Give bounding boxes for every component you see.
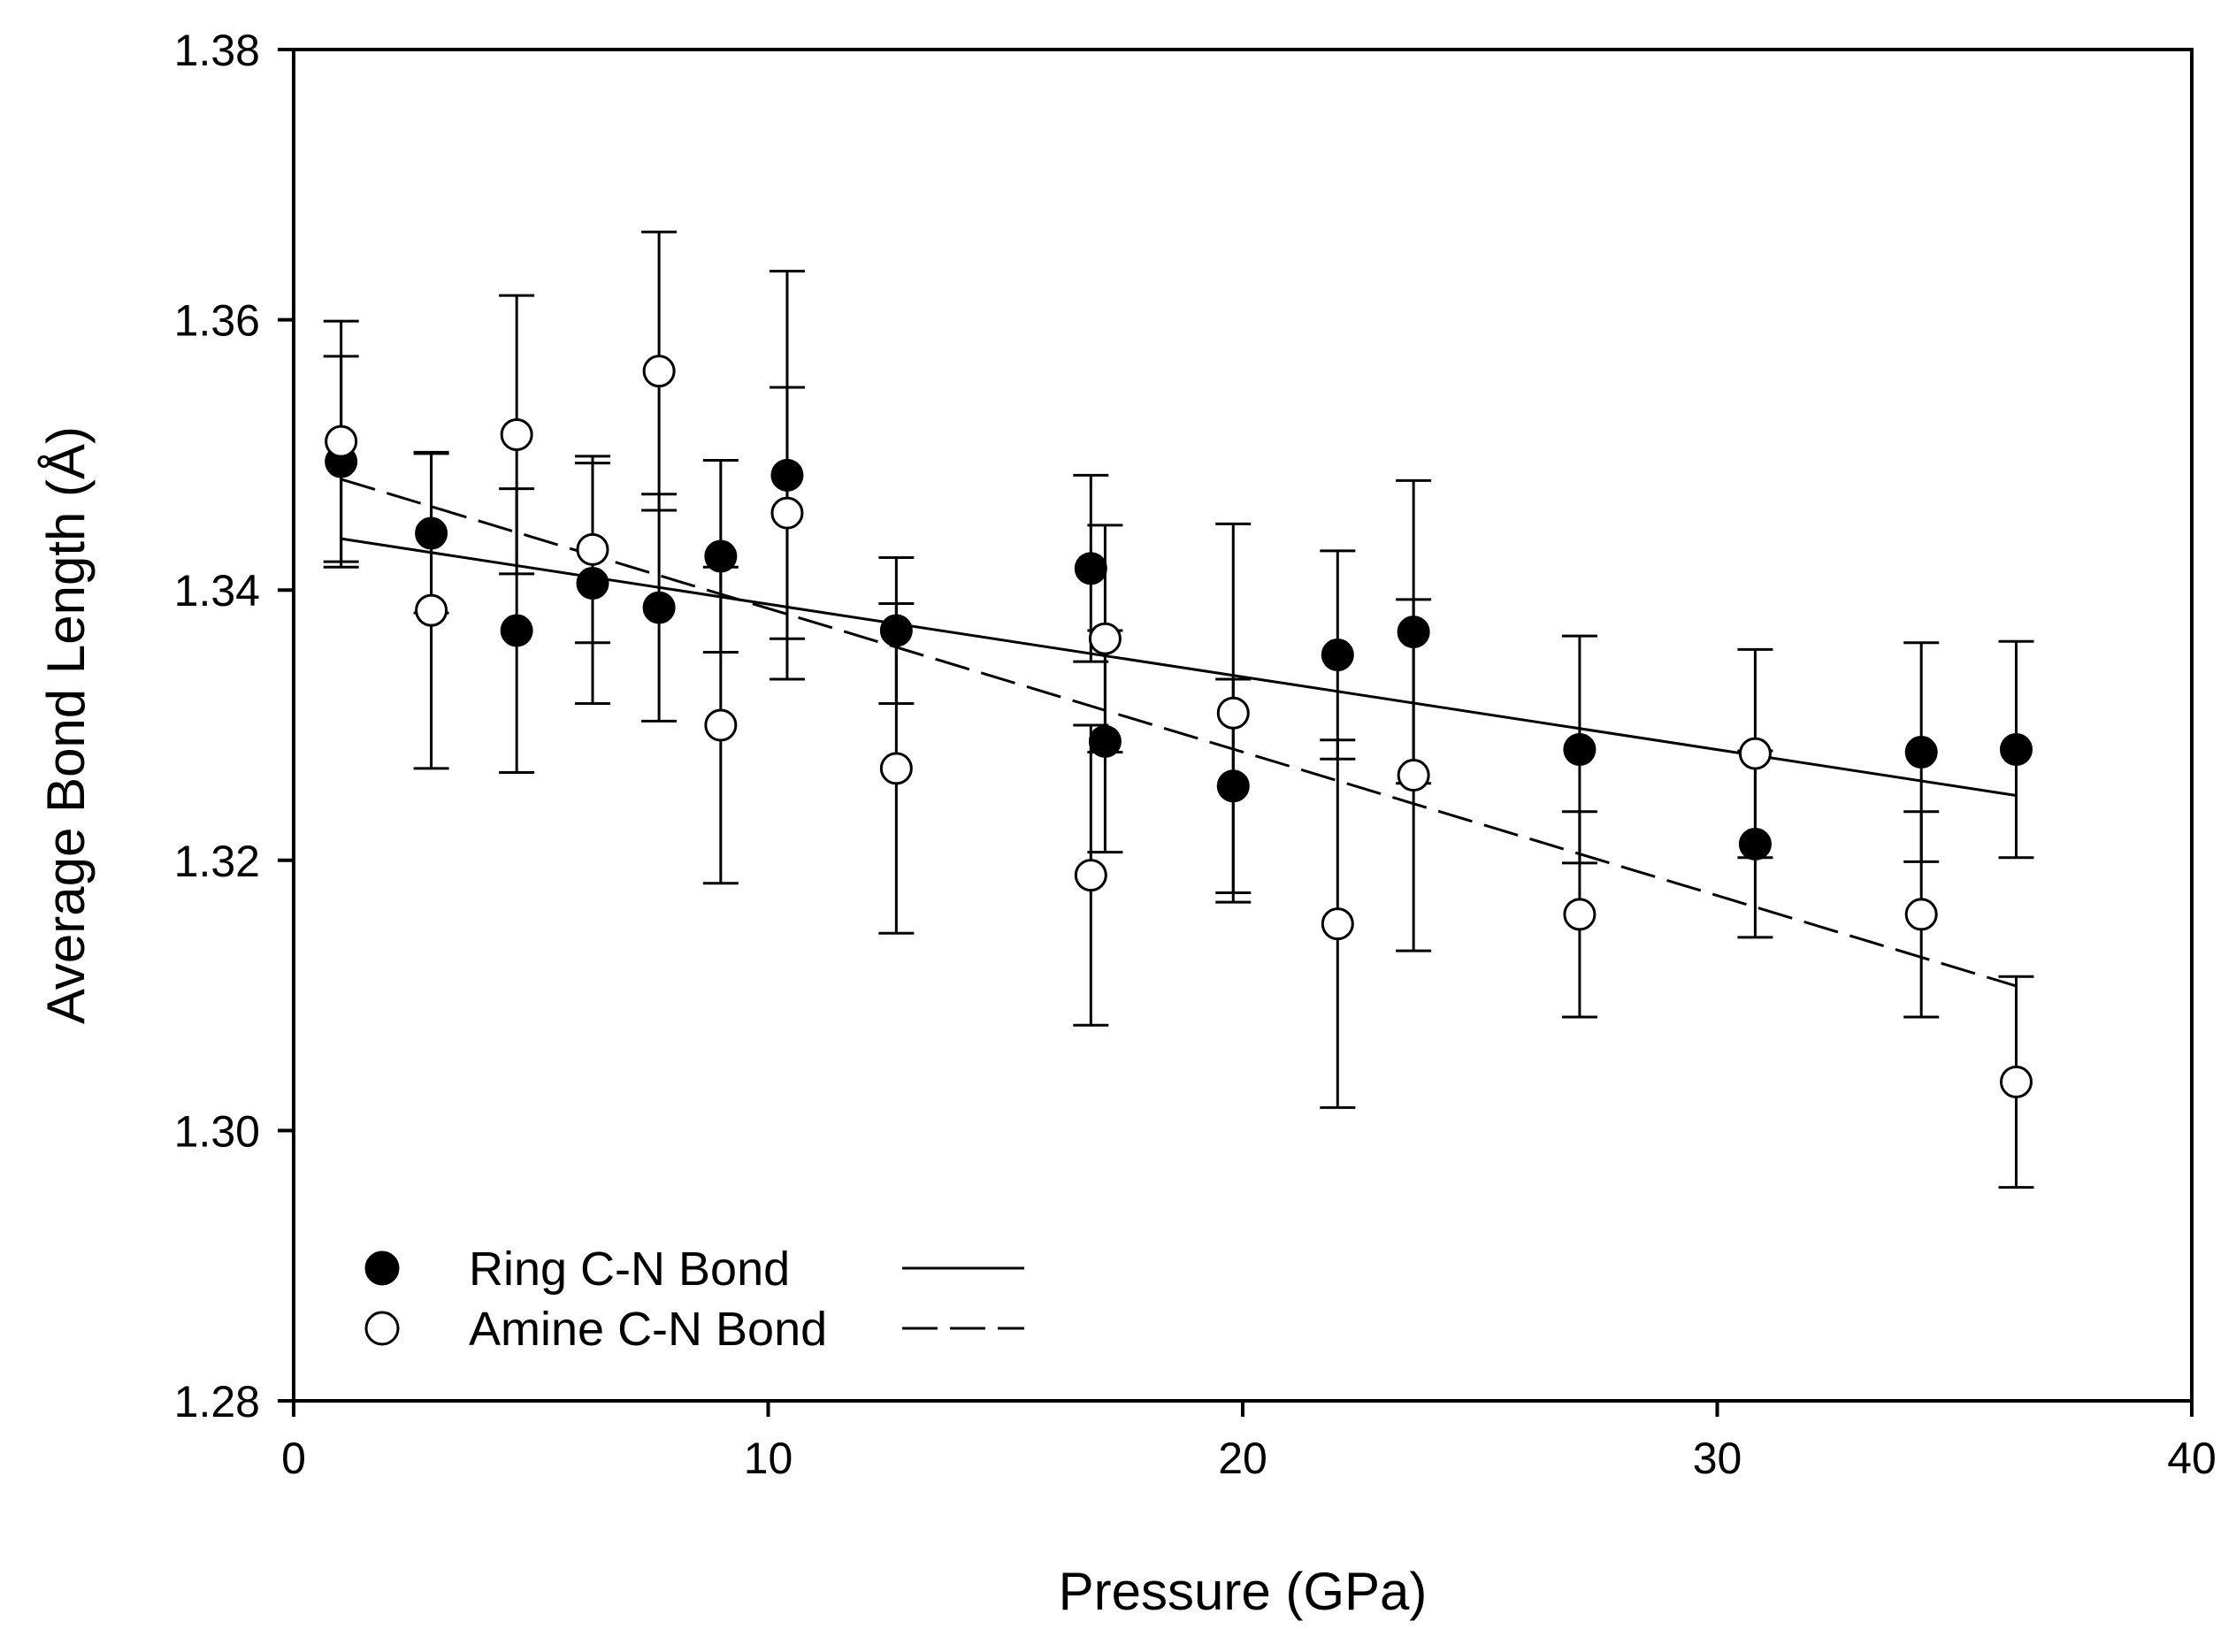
amine-point	[1563, 898, 1597, 931]
ring-point	[1999, 733, 2033, 767]
error-bars	[323, 230, 2034, 1189]
legend-label-ring: Ring C-N Bond	[469, 1243, 790, 1296]
amine-point	[879, 752, 913, 785]
amine-point	[1999, 1065, 2033, 1098]
amine-point	[325, 424, 358, 458]
ring-point	[576, 567, 609, 600]
amine-point	[576, 532, 609, 566]
y-tick-label: 1.30	[174, 1106, 260, 1156]
y-axis-title: Average Bond Length (Å)	[36, 426, 96, 1024]
amine-point	[1904, 898, 1938, 931]
fit-line-ring	[341, 537, 2017, 797]
amine-point	[1088, 622, 1122, 655]
x-tick-label: 30	[1693, 1434, 1742, 1483]
legend-marker-amine	[364, 1311, 400, 1346]
fit-line-amine	[341, 478, 2017, 988]
legend: Ring C-N Bond Amine C-N Bond	[364, 1243, 1024, 1356]
x-tick-label: 10	[744, 1434, 793, 1483]
y-tick-label: 1.32	[174, 837, 260, 886]
amine-point	[415, 593, 448, 627]
ring-point	[770, 458, 804, 492]
legend-marker-ring	[364, 1250, 400, 1286]
x-tick-label: 0	[281, 1434, 306, 1483]
ring-point	[1563, 733, 1597, 767]
fit-lines	[341, 478, 2017, 988]
y-tick-label: 1.38	[174, 26, 260, 75]
ring-point	[1321, 639, 1354, 672]
ring-point	[500, 614, 533, 647]
ring-point	[1738, 827, 1772, 860]
amine-point	[704, 708, 738, 742]
ring-point	[704, 539, 738, 573]
amine-point	[1738, 737, 1772, 770]
y-axis: 1.28 1.30 1.32 1.34 1.36 1.38	[174, 26, 294, 1426]
ring-point	[642, 591, 676, 624]
y-tick-label: 1.28	[174, 1377, 260, 1426]
ring-point	[1397, 616, 1430, 649]
ring-point	[1088, 724, 1122, 758]
legend-label-amine: Amine C-N Bond	[469, 1303, 827, 1356]
y-tick-label: 1.34	[174, 566, 260, 616]
amine-point	[500, 417, 533, 451]
y-tick-label: 1.36	[174, 296, 260, 346]
amine-point	[1321, 907, 1354, 941]
legend-item-amine: Amine C-N Bond	[364, 1303, 1024, 1356]
ring-point	[415, 516, 448, 550]
x-tick-label: 20	[1218, 1434, 1267, 1483]
x-axis-title: Pressure (GPa)	[1059, 1562, 1428, 1621]
data-markers	[325, 355, 2033, 1098]
ring-point	[1904, 736, 1938, 769]
amine-point	[770, 496, 804, 530]
x-axis: 0 10 20 30 40	[281, 1401, 2217, 1483]
amine-point	[642, 355, 676, 388]
ring-point	[1216, 769, 1250, 803]
amine-point	[1397, 759, 1430, 792]
ring-point	[879, 614, 913, 647]
ring-point	[1074, 552, 1107, 585]
x-tick-label: 40	[2167, 1434, 2217, 1483]
legend-item-ring: Ring C-N Bond	[364, 1243, 1024, 1296]
amine-point	[1074, 859, 1107, 892]
amine-point	[1216, 696, 1250, 730]
